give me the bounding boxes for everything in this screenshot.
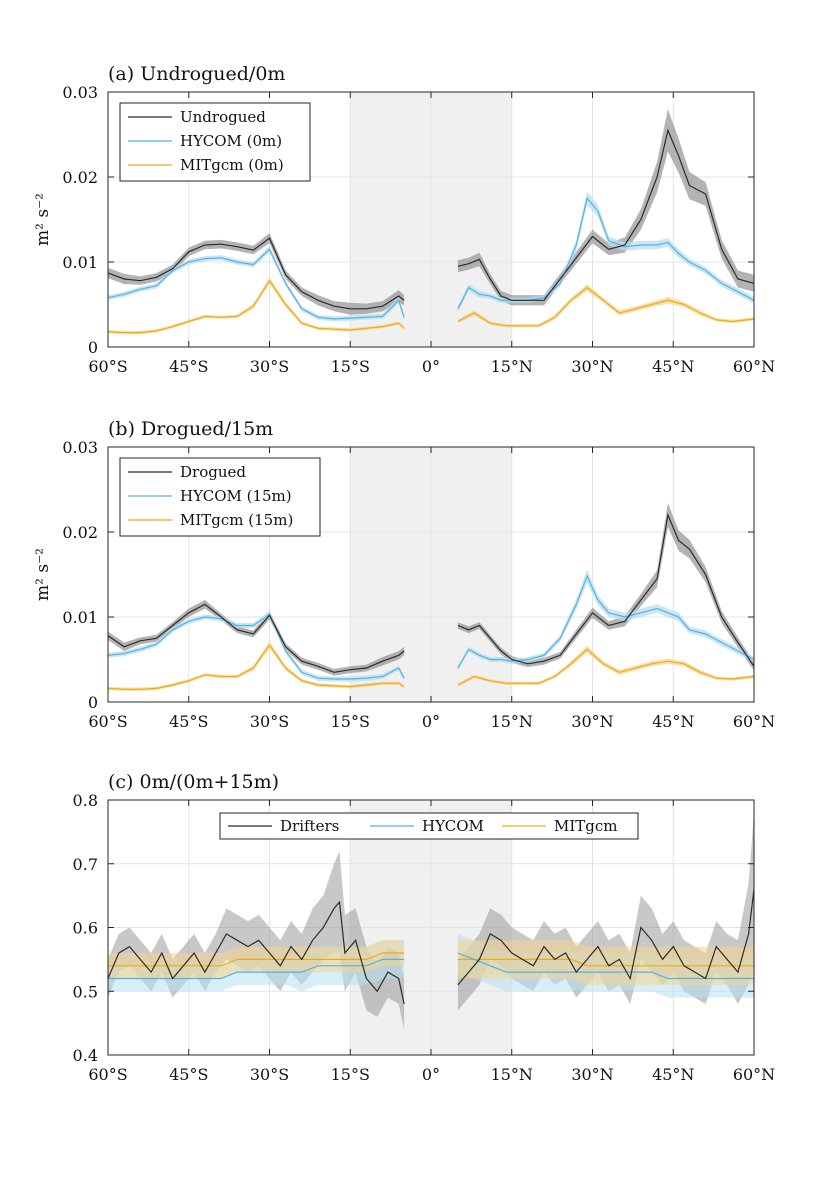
panel-title: (c) 0m/(0m+15m)	[108, 771, 279, 793]
legend-label-drifters: Undrogued	[180, 108, 266, 126]
legend-label-mitgcm: MITgcm (0m)	[180, 156, 284, 174]
x-tick-label: 0°	[422, 357, 440, 376]
drifters-band-south	[108, 600, 405, 676]
legend: Drifters HYCOM MITgcm	[219, 812, 639, 840]
y-tick-label: 0.7	[73, 855, 98, 874]
x-tick-label: 45°N	[652, 357, 694, 376]
y-tick-label: 0.02	[62, 523, 98, 542]
legend-box	[119, 102, 311, 182]
x-tick-label: 30°S	[250, 712, 289, 731]
hycom-line-north	[457, 952, 754, 980]
x-tick-label: 0°	[422, 712, 440, 731]
y-tick-label: 0.03	[62, 83, 98, 102]
x-tick-label: 45°S	[169, 357, 208, 376]
legend-label-hycom: HYCOM	[422, 817, 484, 835]
panel-c: (c) 0m/(0m+15m) 60°S 45°S 30°S 15°S 0° 15°N 30°…	[73, 771, 776, 1084]
y-tick-label: 0.01	[62, 253, 98, 272]
x-tick-label: 30°S	[250, 357, 289, 376]
legend-box	[219, 812, 639, 840]
x-tick-label: 15°N	[491, 1065, 533, 1084]
legend-label-mitgcm: MITgcm	[554, 817, 618, 835]
hycom-line-south	[108, 958, 405, 980]
x-tick-label: 15°S	[331, 712, 370, 731]
x-tick-label: 60°S	[88, 1065, 127, 1084]
hycom-line-south	[107, 613, 405, 680]
x-tick-label: 60°N	[733, 712, 775, 731]
x-tick-label: 0°	[422, 1065, 440, 1084]
legend-label-hycom: HYCOM (0m)	[180, 132, 282, 150]
panel-a: (a) Undrogued/0m 60°S 45°S 30°S 15°S 0° 15°N 30…	[33, 63, 775, 376]
x-tick-label: 45°N	[652, 712, 694, 731]
y-tick-label: 0.5	[73, 982, 98, 1001]
mitgcm-line-north	[457, 958, 754, 967]
legend: Undrogued HYCOM (0m) MITgcm (0m)	[119, 102, 311, 182]
drifters-line-north	[457, 128, 755, 301]
x-tick-label: 15°S	[331, 1065, 370, 1084]
legend-label-drifters: Drifters	[280, 817, 339, 835]
x-tick-label: 15°S	[331, 357, 370, 376]
drifters-line-south	[107, 603, 405, 673]
y-tick-label: 0.03	[62, 438, 98, 457]
y-tick-label: 0.6	[73, 919, 98, 938]
mitgcm-band-north	[457, 940, 754, 985]
x-tick-label: 15°N	[491, 357, 533, 376]
hycom-band-south	[108, 611, 405, 682]
hycom-line-north	[457, 197, 755, 310]
hycom-line-south	[107, 248, 405, 320]
y-tick-label: 0.01	[62, 608, 98, 627]
x-tick-label: 30°N	[571, 1065, 613, 1084]
x-tick-label: 60°S	[88, 357, 127, 376]
mitgcm-line-north	[457, 286, 755, 327]
panel-b: (b) Drogued/15m 60°S 45°S 30°S 15°S 0° 15°N 30°…	[33, 418, 775, 731]
x-tick-label: 45°S	[169, 1065, 208, 1084]
drifters-line-south	[107, 900, 405, 1005]
drifters-band-north	[457, 503, 754, 671]
mitgcm-line-south	[107, 643, 405, 690]
x-tick-label: 30°N	[571, 712, 613, 731]
y-axis-label: m² s⁻²	[33, 193, 53, 246]
mitgcm-band-north	[457, 284, 754, 328]
hycom-band-south	[108, 245, 405, 322]
x-tick-label: 30°N	[571, 357, 613, 376]
legend-label-hycom: HYCOM (15m)	[180, 487, 292, 505]
y-tick-label: 0.02	[62, 168, 98, 187]
x-tick-label: 60°N	[733, 357, 775, 376]
legend-label-drifters: Drogued	[180, 463, 246, 481]
mitgcm-band-north	[457, 645, 754, 687]
x-tick-label: 45°S	[169, 712, 208, 731]
y-tick-label: 0	[88, 338, 98, 357]
hycom-band-north	[457, 569, 754, 671]
hycom-line-north	[457, 574, 755, 669]
x-tick-label: 15°N	[491, 712, 533, 731]
x-tick-label: 30°S	[250, 1065, 289, 1084]
y-tick-label: 0.4	[73, 1046, 98, 1065]
y-axis-label: m² s⁻²	[33, 548, 53, 601]
drifters-line-south	[107, 237, 405, 310]
mitgcm-line-north	[457, 648, 755, 686]
panel-title: (b) Drogued/15m	[108, 418, 273, 440]
y-tick-label: 0	[88, 693, 98, 712]
legend-box	[119, 457, 321, 537]
x-tick-label: 60°N	[733, 1065, 775, 1084]
mitgcm-band-south	[108, 641, 405, 691]
x-tick-label: 45°N	[652, 1065, 694, 1084]
legend: Drogued HYCOM (15m) MITgcm (15m)	[119, 457, 321, 537]
y-tick-label: 0.8	[73, 791, 98, 810]
drifters-line-north	[457, 889, 755, 986]
x-tick-label: 60°S	[88, 712, 127, 731]
mitgcm-line-south	[108, 952, 405, 967]
legend-label-mitgcm: MITgcm (15m)	[180, 511, 293, 529]
mitgcm-band-south	[108, 277, 405, 335]
mitgcm-line-south	[107, 279, 405, 334]
drifters-line-north	[457, 512, 755, 667]
panel-title: (a) Undrogued/0m	[108, 63, 285, 85]
